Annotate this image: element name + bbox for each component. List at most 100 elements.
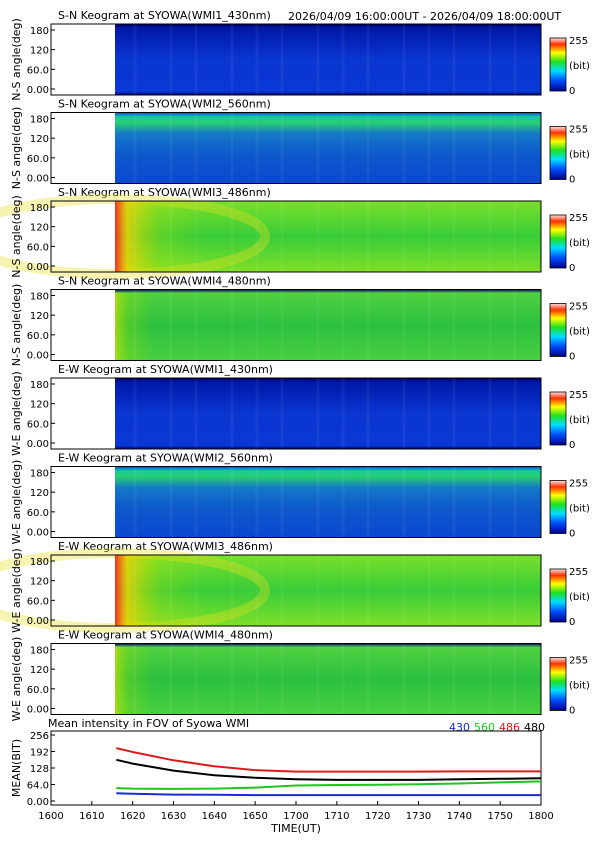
y-tick-label: 0.00 (27, 351, 49, 362)
keogram-title: S-N Keogram at SYOWA(WMI2_560nm) (58, 98, 271, 111)
colorbar-min-label: 0 (569, 175, 575, 186)
colorbar (549, 126, 567, 180)
twilight-glow (115, 555, 265, 626)
y-tick-label: 120 (30, 577, 49, 588)
y-tick-label: 0.00 (27, 705, 49, 716)
colorbar-max-label: 255 (569, 36, 588, 47)
keogram-image (115, 466, 541, 538)
panel-frame (50, 554, 542, 627)
twilight-glow (115, 646, 245, 715)
colorbar-unit-label: (bit) (569, 504, 590, 515)
y-tick-label: 180 (30, 292, 49, 303)
panel-frame (50, 112, 542, 184)
colorbar (549, 37, 567, 92)
colorbar-max-label: 255 (569, 656, 588, 667)
x-tick-label: 1640 (202, 811, 227, 822)
keogram-title: E-W Keogram at SYOWA(WMI2_560nm) (58, 452, 273, 465)
y-tick-label: 60.0 (27, 419, 49, 430)
keogram-panel: E-W Keogram at SYOWA(WMI1_430nm) 0.00 60.0… (10, 363, 590, 456)
x-tick-label: 1610 (79, 811, 104, 822)
y-tick-label: 60.0 (27, 508, 49, 519)
colorbar (549, 391, 567, 446)
x-tick-label: 1800 (528, 811, 553, 822)
y-tick-label: 180 (30, 646, 49, 657)
y-tick-label: 0.00 (27, 797, 49, 808)
y-tick-label: 60.0 (27, 685, 49, 696)
keogram-title: S-N Keogram at SYOWA(WMI4_480nm) (58, 275, 271, 288)
y-tick-label: 60.0 (27, 65, 49, 76)
y-tick-label: 120 (30, 400, 49, 411)
panel-frame (50, 377, 542, 450)
colorbar-unit-label: (bit) (569, 150, 590, 161)
keogram-panel: E-W Keogram at SYOWA(WMI4_480nm) 0.00 60.0… (10, 629, 590, 722)
x-tick-label: 1730 (406, 811, 431, 822)
y-axis-label: N-S angle(deg) (10, 284, 23, 367)
mean-plot-title: Mean intensity in FOV of Syowa WMI (48, 717, 249, 730)
y-tick-label: 192 (30, 748, 49, 759)
colorbar-unit-label: (bit) (569, 327, 590, 338)
y-tick-label: 120 (30, 134, 49, 145)
y-tick-label: 64.0 (27, 781, 49, 792)
colorbar (549, 480, 567, 534)
x-tick-label: 1750 (487, 811, 512, 822)
y-tick-label: 128 (30, 764, 49, 775)
colorbar (549, 303, 567, 357)
keogram-title: E-W Keogram at SYOWA(WMI3_486nm) (58, 540, 273, 553)
keogram-image (115, 112, 541, 184)
colorbar (549, 657, 567, 711)
colorbar-max-label: 255 (569, 302, 588, 313)
x-tick-label: 1710 (324, 811, 349, 822)
colorbar-max-label: 255 (569, 567, 588, 578)
keogram-panel: E-W Keogram at SYOWA(WMI2_560nm) 0.00 60.0… (10, 452, 590, 545)
colorbar-min-label: 0 (569, 86, 575, 97)
y-tick-label: 120 (30, 46, 49, 57)
y-tick-label: 0.00 (27, 262, 49, 273)
y-tick-label: 120 (30, 223, 49, 234)
series-line-486 (116, 747, 541, 773)
mean-intensity-plot: Mean intensity in FOV of Syowa WMI 430 560… (10, 717, 554, 835)
colorbar-min-label: 0 (569, 706, 575, 717)
keogram-image (115, 378, 541, 449)
y-tick-label: 0.00 (27, 85, 49, 96)
keogram-panel: S-N Keogram at SYOWA(WMI3_486nm) 0.00 60.0… (0, 186, 590, 279)
y-tick-label: 0.00 (27, 174, 49, 185)
panel-frame (50, 466, 542, 538)
colorbar-max-label: 255 (569, 479, 588, 490)
keogram-title: S-N Keogram at SYOWA(WMI1_430nm) (58, 9, 271, 22)
y-tick-label: 60.0 (27, 596, 49, 607)
y-axis-label: N-S angle(deg) (10, 195, 23, 278)
y-tick-label: 120 (30, 488, 49, 499)
y-tick-label: 60.0 (27, 331, 49, 342)
y-tick-label: 60.0 (27, 154, 49, 165)
x-tick-label: 1620 (120, 811, 145, 822)
keogram-title: S-N Keogram at SYOWA(WMI3_486nm) (58, 186, 271, 199)
colorbar-min-label: 0 (569, 352, 575, 363)
keogram-title: E-W Keogram at SYOWA(WMI1_430nm) (58, 363, 273, 376)
keogram-title: E-W Keogram at SYOWA(WMI4_480nm) (58, 629, 273, 642)
colorbar-min-label: 0 (569, 440, 575, 451)
y-tick-label: 120 (30, 311, 49, 322)
y-axis-label: W-E angle(deg) (10, 548, 23, 633)
colorbar-min-label: 0 (569, 263, 575, 274)
y-tick-label: 180 (30, 26, 49, 37)
colorbar-unit-label: (bit) (569, 415, 590, 426)
twilight-glow (115, 201, 265, 272)
y-tick-label: 256 (30, 731, 49, 742)
x-tick-label: 1650 (242, 811, 267, 822)
series-line-480 (116, 758, 542, 781)
colorbar-unit-label: (bit) (569, 592, 590, 603)
colorbar (549, 568, 567, 623)
colorbar-min-label: 0 (569, 617, 575, 628)
colorbar-max-label: 255 (569, 213, 588, 224)
keogram-panels: 2026/04/09 16:00:00UT - 2026/04/09 18:00… (0, 9, 590, 721)
colorbar-unit-label: (bit) (569, 238, 590, 249)
y-tick-label: 60.0 (27, 242, 49, 253)
keogram-image (115, 24, 541, 95)
x-tick-label: 1630 (161, 811, 186, 822)
colorbar-max-label: 255 (569, 125, 588, 136)
panel-frame (50, 23, 542, 96)
x-tick-label: 1600 (38, 811, 63, 822)
y-axis-label: W-E angle(deg) (10, 637, 23, 722)
y-tick-label: 180 (30, 203, 49, 214)
keogram-panel: E-W Keogram at SYOWA(WMI3_486nm) 0.00 60.0… (0, 540, 590, 633)
